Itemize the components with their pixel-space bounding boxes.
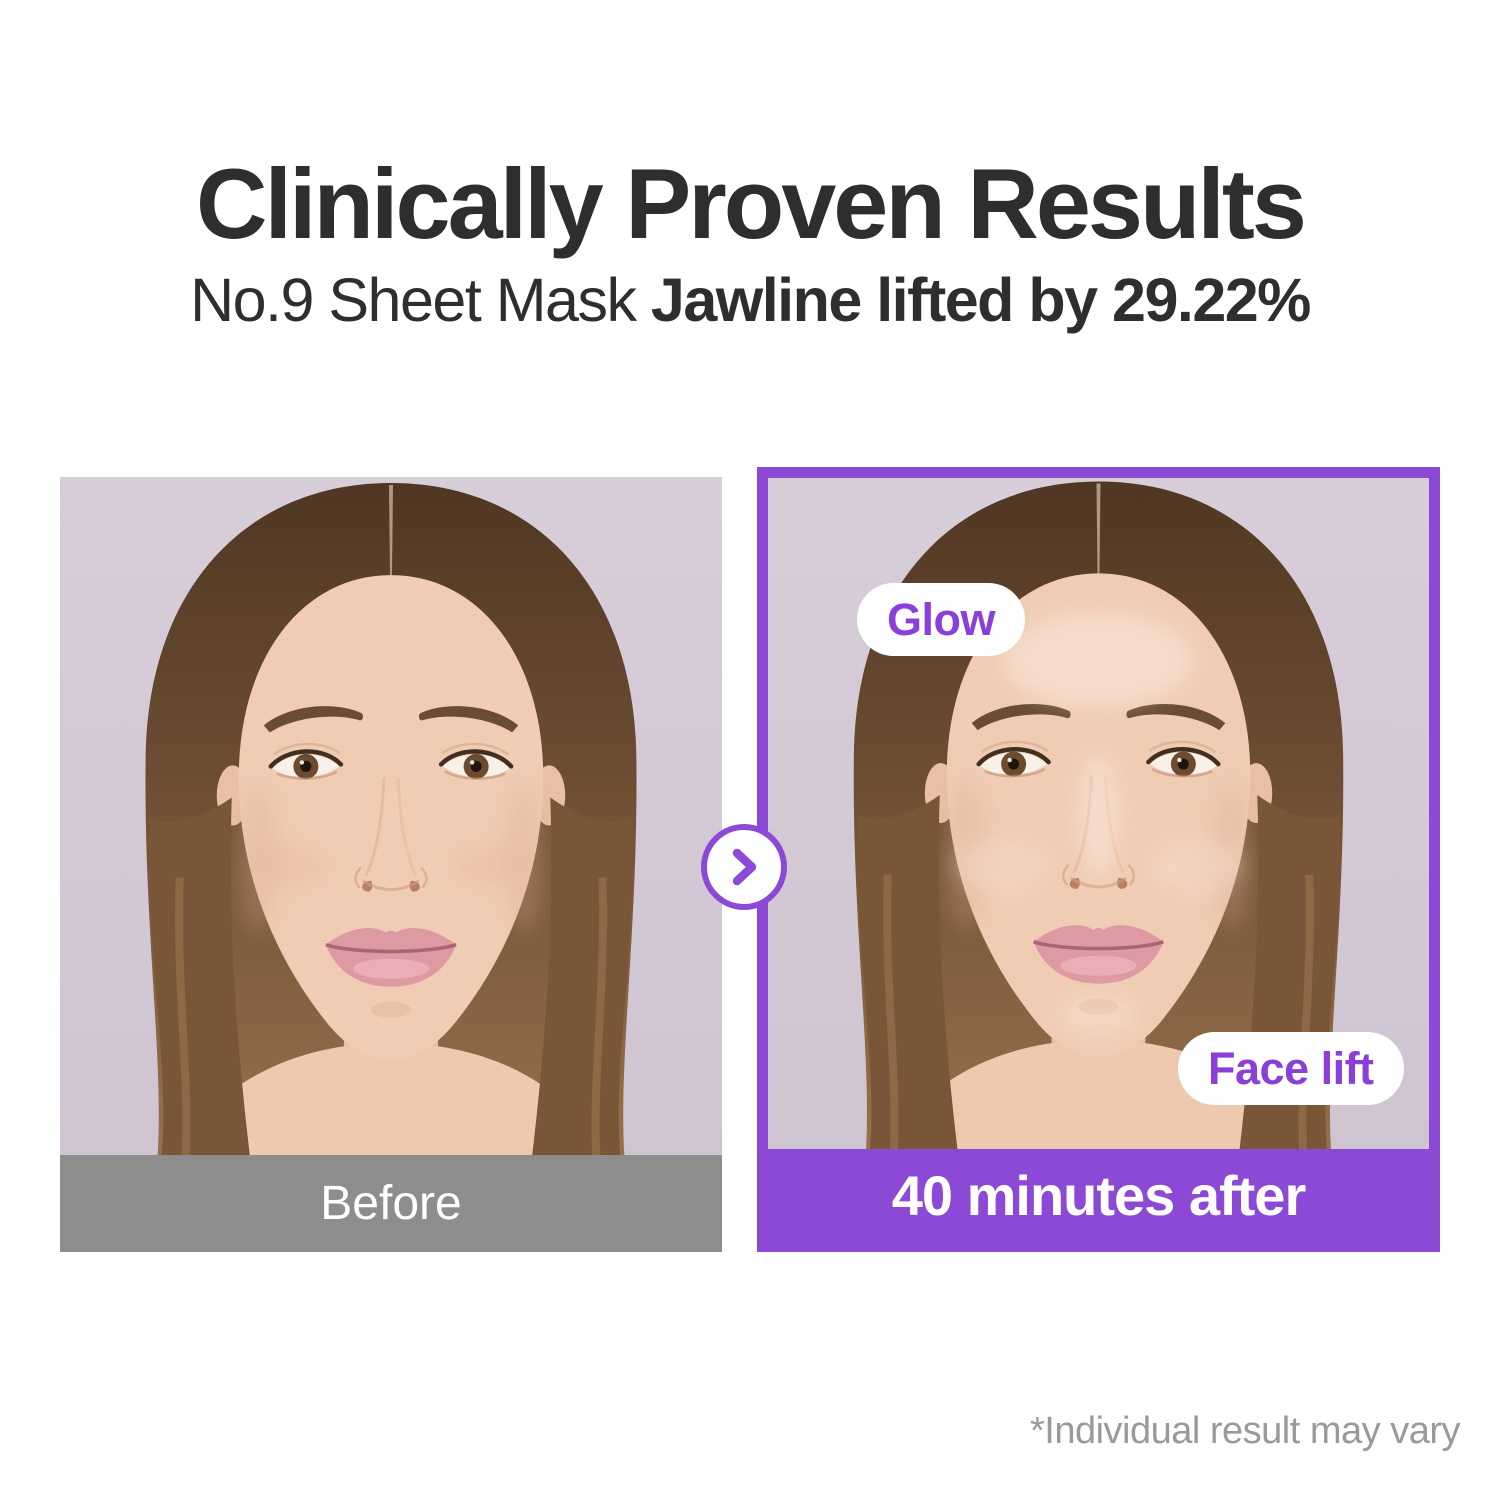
glow-badge: Glow xyxy=(857,583,1025,656)
chevron-right-icon xyxy=(732,848,757,886)
before-after-comparison: Before Glow Face lift 40 minutes after xyxy=(60,467,1440,1252)
before-photo xyxy=(60,477,722,1155)
face-lift-badge: Face lift xyxy=(1178,1032,1404,1105)
after-panel: Glow Face lift 40 minutes after xyxy=(757,467,1440,1252)
subtitle-claim: Jawline lifted by 29.22% xyxy=(650,265,1312,334)
after-label: 40 minutes after xyxy=(891,1163,1306,1227)
subtitle: No.9 Sheet Mask Jawline lifted by 29.22% xyxy=(0,265,1500,334)
before-label-bar: Before xyxy=(60,1155,722,1252)
disclaimer-text: *Individual result may vary xyxy=(1029,1410,1461,1452)
subtitle-product-name: No.9 Sheet Mask xyxy=(190,265,651,334)
page-title: Clinically Proven Results xyxy=(196,148,1307,259)
after-label-bar: 40 minutes after xyxy=(768,1149,1429,1241)
after-photo: Glow Face lift xyxy=(768,478,1429,1149)
header: Clinically Proven Results No.9 Sheet Mas… xyxy=(0,148,1500,334)
before-to-after-arrow xyxy=(701,824,787,910)
before-panel: Before xyxy=(60,477,722,1252)
before-label: Before xyxy=(320,1177,462,1230)
before-portrait-illustration xyxy=(60,477,722,1155)
